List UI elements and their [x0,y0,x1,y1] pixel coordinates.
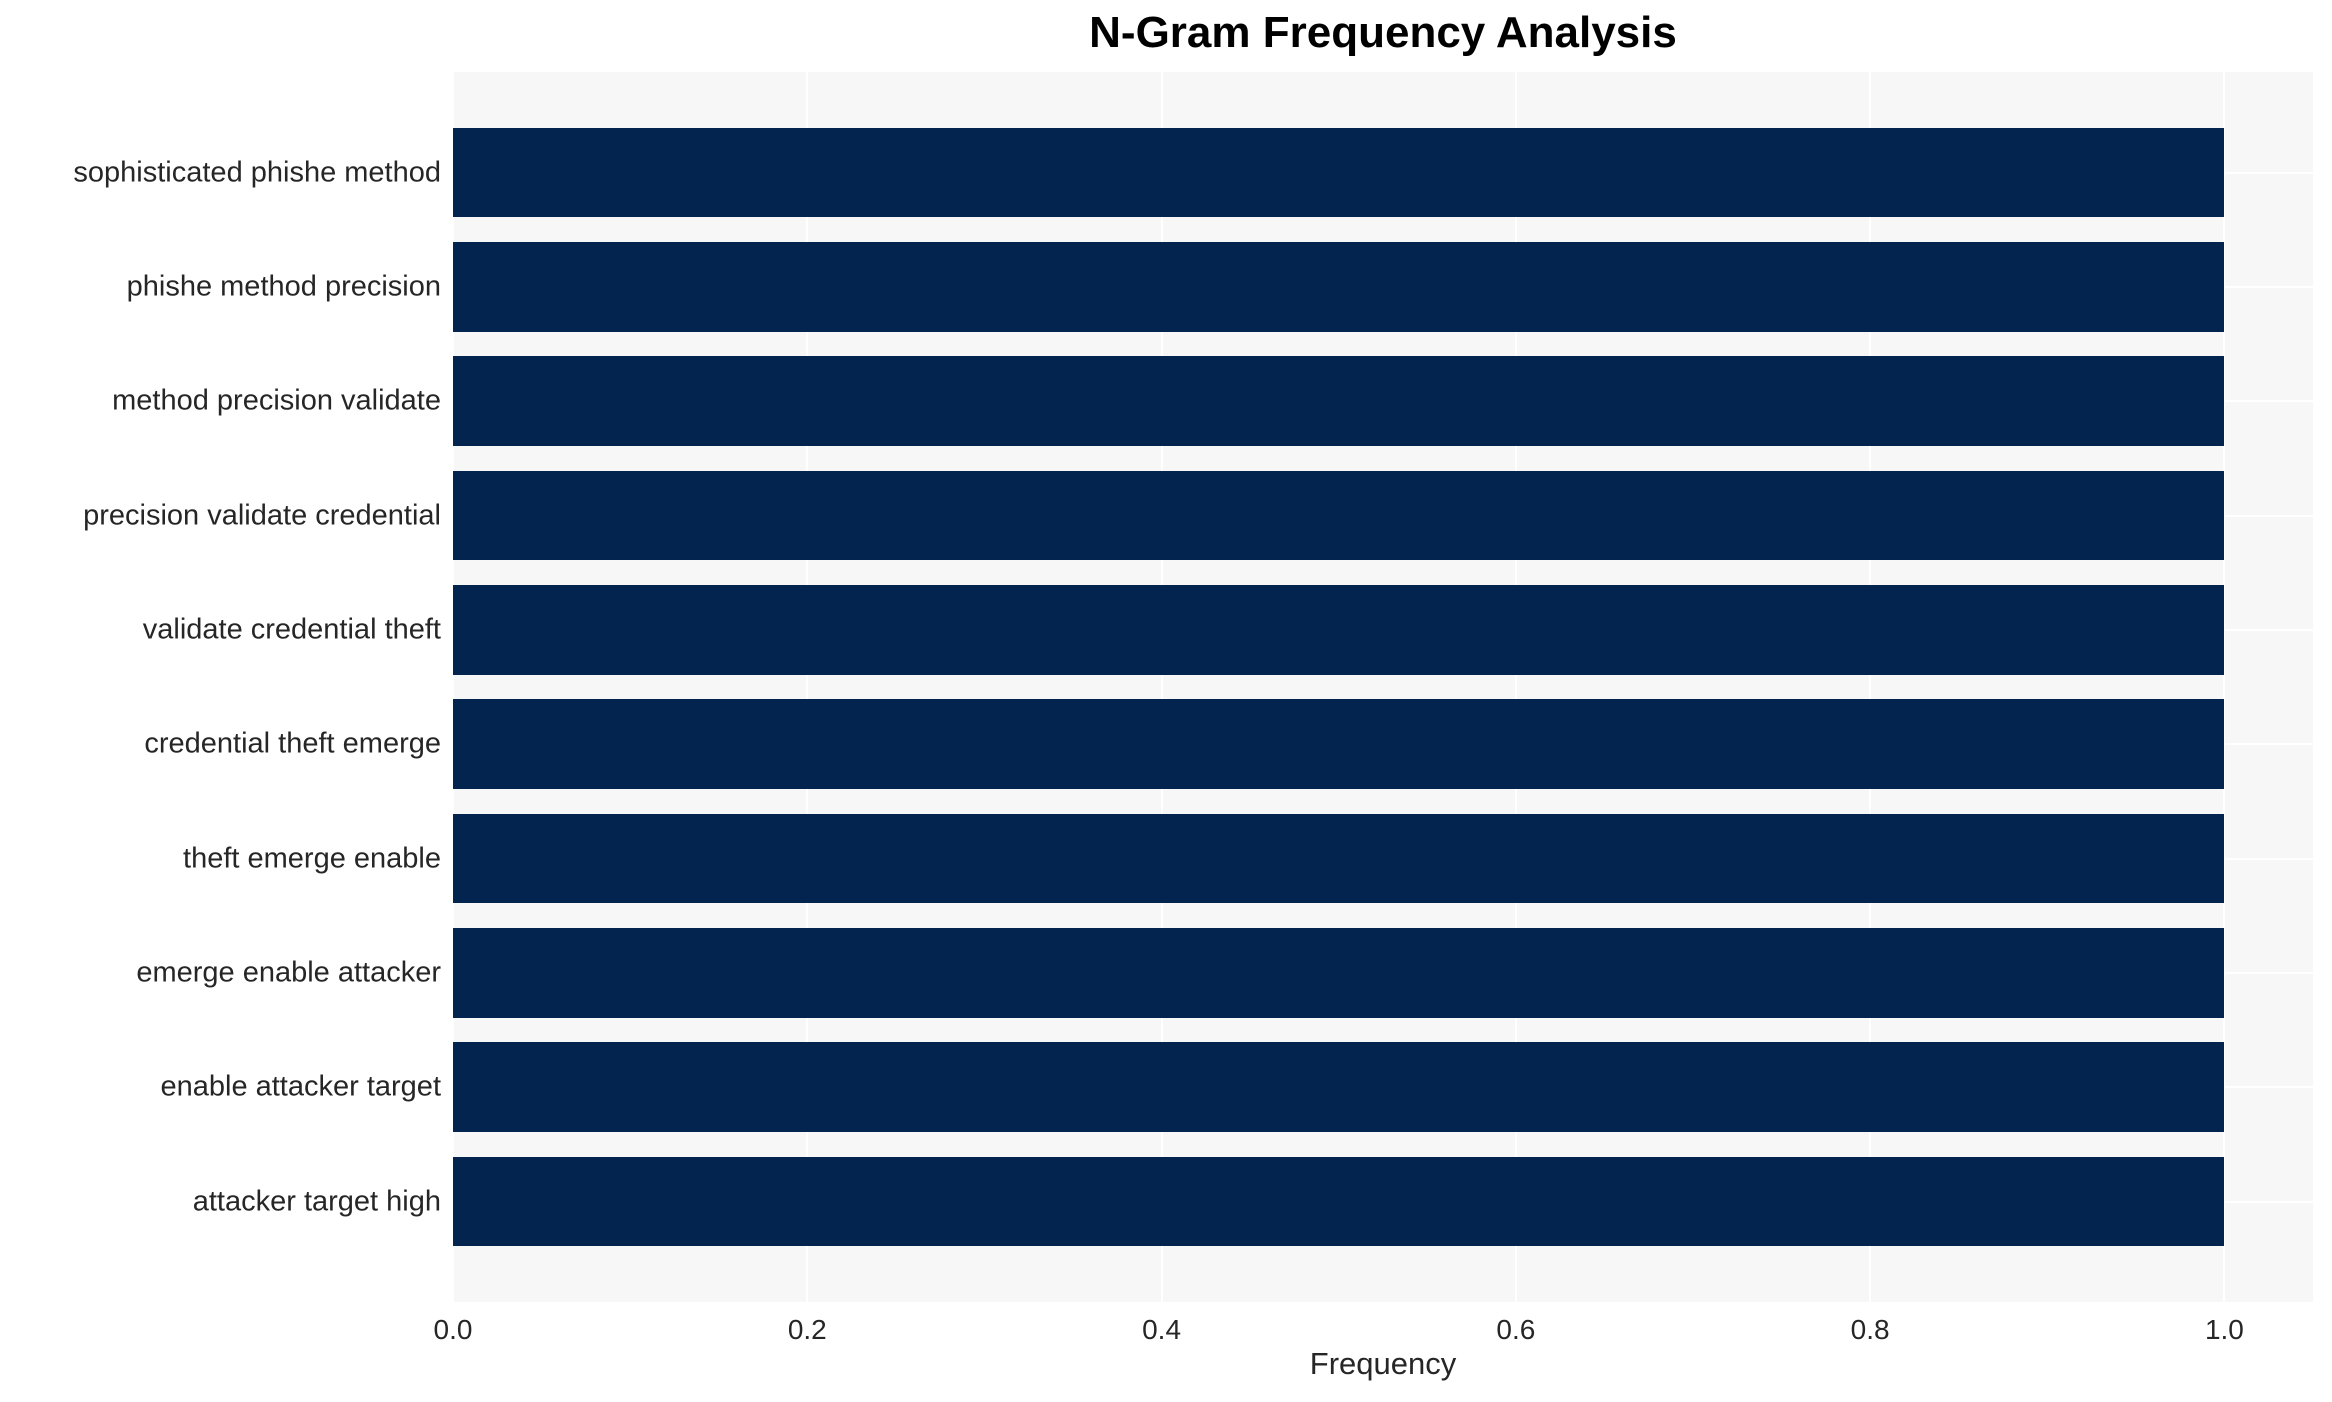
y-tick-label: validate credential theft [142,613,441,646]
x-tick-label: 0.4 [1142,1314,1182,1345]
y-tick-label: credential theft emerge [144,727,441,760]
gridline-vertical [1160,72,1163,1302]
y-tick-label: theft emerge enable [183,842,441,874]
gridline-vertical [452,72,454,1302]
y-tick-label: sophisticated phishe method [73,156,441,188]
y-tick-label: emerge enable attacker [136,956,441,989]
bar [453,1042,2225,1132]
gridline-vertical [1869,72,1872,1302]
plot-area [452,72,2313,1302]
bar [453,699,2225,789]
bar [453,127,2225,218]
bar [453,813,2225,904]
y-tick-label: precision validate credential [83,499,441,531]
gridline-vertical [2223,72,2226,1302]
gridline-vertical [806,72,809,1302]
chart-title: N-Gram Frequency Analysis [1089,8,1677,57]
bar [453,242,2225,332]
y-tick-label: enable attacker target [160,1070,441,1103]
y-tick-label: attacker target high [192,1185,441,1217]
gridline-vertical [1514,72,1517,1302]
y-axis-tick-labels: sophisticated phishe method phishe method… [0,72,441,1302]
bar [453,928,2225,1018]
bar [453,356,2225,446]
x-axis-label: Frequency [1309,1346,1457,1381]
bar [453,1156,2225,1247]
bar [453,470,2225,561]
x-tick-label: 0.0 [433,1314,473,1345]
x-tick-label: 0.6 [1496,1314,1536,1345]
x-tick-label: 1.0 [2204,1314,2244,1345]
x-tick-label: 0.2 [787,1314,827,1345]
bar [453,585,2225,675]
y-tick-label: phishe method precision [126,270,441,303]
y-tick-label: method precision validate [112,384,441,417]
x-tick-label: 0.8 [1850,1314,1890,1345]
x-axis-tick-labels: 0.0 0.2 0.4 0.6 0.8 1.0 [434,1302,2313,1348]
